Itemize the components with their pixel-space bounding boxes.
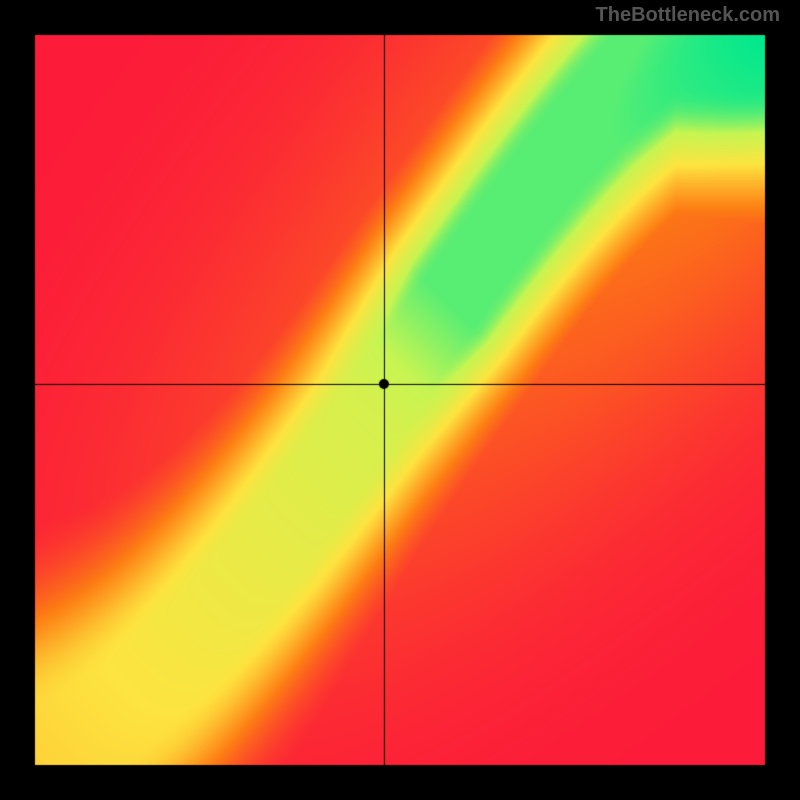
chart-container: TheBottleneck.com [0, 0, 800, 800]
watermark-text: TheBottleneck.com [596, 4, 780, 27]
bottleneck-heatmap [0, 0, 800, 800]
